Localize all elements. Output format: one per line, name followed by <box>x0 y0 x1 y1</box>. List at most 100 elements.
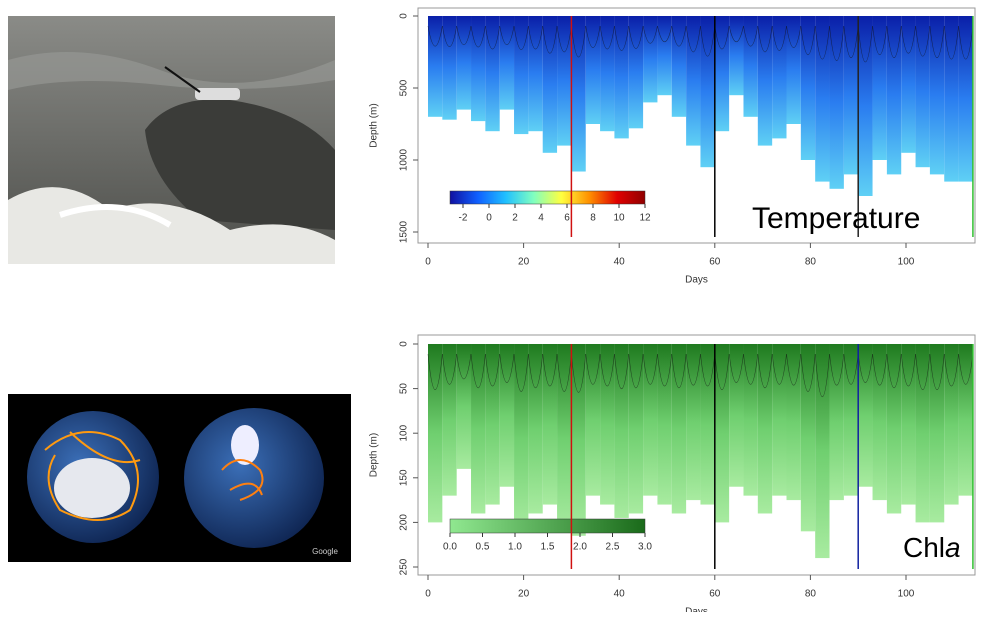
contour-line <box>743 353 759 385</box>
field-column <box>514 16 529 135</box>
colorbar-tick-label: 1.0 <box>508 542 522 553</box>
colorbar-tick-label: 2 <box>512 213 518 224</box>
seal-photo <box>8 16 335 264</box>
field-column <box>800 16 816 160</box>
x-tick-label: 20 <box>518 257 530 268</box>
field-column <box>714 344 730 523</box>
field-column <box>843 16 859 175</box>
contour-line <box>470 353 486 389</box>
field-column <box>657 16 672 96</box>
contour-line <box>427 353 443 390</box>
x-tick-label: 100 <box>898 257 915 268</box>
x-tick-label: 0 <box>425 257 431 268</box>
field-column <box>686 344 701 501</box>
x-tick-label: 40 <box>614 589 626 600</box>
contour-line <box>528 25 544 50</box>
contour-line <box>657 25 673 43</box>
field-column <box>958 344 973 496</box>
field-column <box>901 16 916 153</box>
colorbar-tick-label: 0.0 <box>443 542 457 553</box>
contour-line <box>728 353 744 383</box>
contour-line <box>571 25 587 58</box>
field-column <box>944 344 959 505</box>
field-column <box>700 16 715 168</box>
field-column <box>729 16 744 96</box>
x-axis-label: Days <box>685 607 708 612</box>
y-tick-label: 1500 <box>399 220 410 243</box>
contour-line <box>442 25 457 48</box>
field-column <box>571 344 586 536</box>
field-column <box>442 344 457 496</box>
contour-line <box>800 25 816 56</box>
field-column <box>671 344 687 514</box>
field-column <box>528 16 543 132</box>
y-tick-label: 0 <box>399 13 410 19</box>
contour-line <box>958 353 974 385</box>
field-column <box>901 344 916 505</box>
contour-line <box>915 25 931 57</box>
y-tick-label: 50 <box>399 383 410 395</box>
y-axis-label: Depth (m) <box>369 103 380 147</box>
annotation: Chla <box>903 532 961 563</box>
contour-line <box>485 25 500 50</box>
contour-line <box>857 25 873 63</box>
contour-line <box>943 25 959 60</box>
field-column <box>743 16 758 117</box>
y-tick-label: 200 <box>399 514 410 531</box>
x-tick-label: 100 <box>898 589 915 600</box>
contour-line <box>485 353 500 387</box>
field-column <box>772 344 787 496</box>
field-column <box>686 16 701 146</box>
globe-photo: Google <box>8 394 351 562</box>
colorbar-tick-label: 2.5 <box>606 542 620 553</box>
image-credit: Google <box>312 547 338 556</box>
field-column <box>471 16 486 122</box>
field-column <box>557 16 572 146</box>
colorbar <box>449 518 646 534</box>
contour-line <box>685 353 701 386</box>
field-column <box>657 344 672 505</box>
field-column <box>485 16 500 132</box>
y-tick-label: 500 <box>399 79 410 96</box>
contour-line <box>929 25 945 58</box>
plot-frame <box>417 7 976 244</box>
field-column <box>858 344 873 487</box>
annotation-part: a <box>945 532 961 563</box>
contour-line <box>628 353 644 389</box>
field-column <box>929 16 945 175</box>
contour-line <box>456 25 472 46</box>
contour-line <box>499 25 515 46</box>
contour-line <box>714 25 730 50</box>
field-column <box>829 16 844 189</box>
field-column <box>542 344 558 505</box>
field-column <box>643 344 658 496</box>
field-column <box>843 344 859 496</box>
field-column <box>757 16 773 146</box>
field-column <box>671 16 687 117</box>
field-column <box>700 344 715 505</box>
contour-line <box>599 353 615 387</box>
field-column <box>456 344 472 469</box>
field-column <box>929 344 945 523</box>
contour-line <box>843 25 859 58</box>
contour-line <box>470 25 486 48</box>
colorbar-tick-label: 6 <box>564 213 570 224</box>
contour-line <box>743 25 759 47</box>
field-column <box>442 16 457 120</box>
contour-line <box>585 25 601 48</box>
contour-line <box>442 353 457 385</box>
field-column <box>757 344 773 514</box>
field-column <box>499 16 515 110</box>
y-tick-label: 250 <box>399 558 410 575</box>
field-column <box>428 16 443 117</box>
field-column <box>714 16 730 132</box>
contour-line <box>642 353 658 385</box>
colorbar-tick-label: 4 <box>538 213 544 224</box>
field-column <box>786 16 801 124</box>
field-column <box>800 344 816 532</box>
contour-line <box>929 353 945 390</box>
colorbar <box>449 190 646 205</box>
field-column <box>886 16 902 175</box>
